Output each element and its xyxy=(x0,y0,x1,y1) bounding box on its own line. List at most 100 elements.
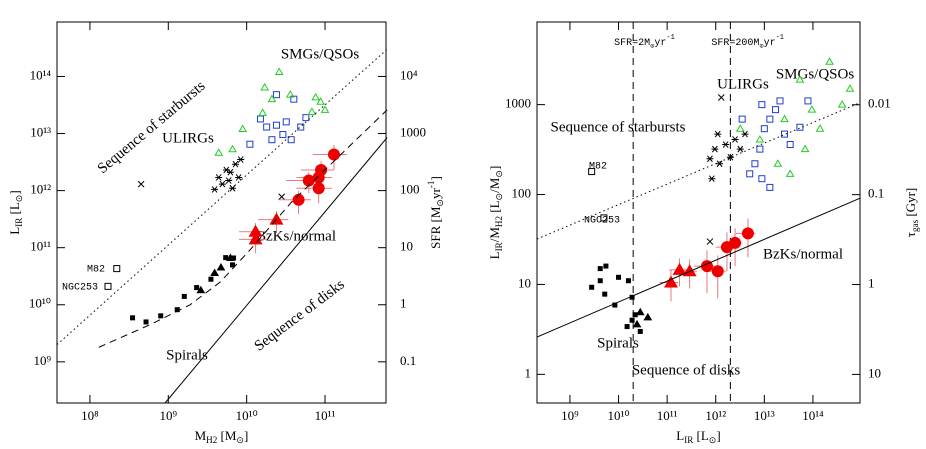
data-point xyxy=(158,313,164,319)
data-point xyxy=(629,294,635,300)
y-axis-label-part: [L xyxy=(487,200,502,216)
data-point xyxy=(780,114,789,123)
reference-line-label-part: ⊙ xyxy=(650,43,654,51)
y-axis-label-part: ⊙ xyxy=(14,195,24,203)
data-point xyxy=(845,84,855,92)
y-tick-label: 10¹³ xyxy=(30,125,51,140)
y-axis-label-part: L xyxy=(487,251,502,259)
data-point xyxy=(278,193,286,201)
reference-line-label-part: ⊙ xyxy=(759,43,763,51)
y-tick-label: 10¹¹ xyxy=(30,239,51,254)
y-tick-label: 10¹⁰ xyxy=(29,296,51,311)
y2-tick-label: 0.1 xyxy=(400,353,416,368)
data-point xyxy=(726,153,734,161)
data-point xyxy=(804,97,812,105)
y2-axis-label: SFR [M⊙yr-1] xyxy=(426,176,445,249)
data-point xyxy=(635,307,645,316)
x-axis-label-part: M xyxy=(195,428,207,443)
data-point xyxy=(758,101,766,109)
annotation: NGC253 xyxy=(62,283,98,294)
y2-axis-label-part: τ xyxy=(903,232,918,237)
data-point xyxy=(624,324,630,330)
data-point xyxy=(113,265,121,273)
x-axis-label-part: H2 xyxy=(206,435,218,445)
x-axis-label-part: ] xyxy=(716,428,720,443)
y2-axis-label: τgas [Gyr] xyxy=(903,188,920,238)
annotation: SMGs/QSOs xyxy=(776,66,855,82)
data-point xyxy=(637,328,643,334)
data-point xyxy=(268,136,276,144)
y-axis-label: LIR [L⊙] xyxy=(7,190,24,235)
data-point xyxy=(597,266,603,272)
y-axis-label-part: ] xyxy=(487,166,502,170)
x-axis-label-part: [M xyxy=(217,428,237,443)
data-point xyxy=(785,169,795,177)
data-point xyxy=(302,174,315,187)
data-point xyxy=(267,94,277,103)
y-axis-label-part: [L xyxy=(7,202,22,218)
data-point xyxy=(589,284,595,290)
data-point xyxy=(837,100,847,108)
data-point xyxy=(246,140,254,148)
annotation: BzKs/normal xyxy=(763,246,843,262)
reference-line-label: SFR=2M⊙yr-1 xyxy=(614,34,675,51)
data-point xyxy=(143,319,149,325)
y-axis-label-part: IR xyxy=(494,241,504,251)
data-point xyxy=(795,75,805,83)
annotation: M82 xyxy=(589,162,607,173)
data-point xyxy=(758,175,766,183)
data-point xyxy=(196,285,206,294)
data-point xyxy=(729,236,742,249)
data-point xyxy=(272,91,280,99)
y-axis-label-part: IR xyxy=(14,217,24,227)
data-point xyxy=(311,92,321,101)
x-tick-label: 10¹⁰ xyxy=(607,408,629,423)
x-tick-label: 10¹³ xyxy=(754,408,775,423)
data-point xyxy=(174,307,180,313)
y2-tick-label: 100 xyxy=(400,182,420,197)
data-point xyxy=(225,177,233,184)
data-point xyxy=(597,278,603,284)
reference-line-label-part: -1 xyxy=(776,34,784,42)
y2-axis-label-part: ] xyxy=(428,176,443,180)
data-point xyxy=(214,148,224,156)
data-point xyxy=(104,282,112,290)
data-point xyxy=(223,255,229,261)
data-point xyxy=(235,174,243,181)
data-point xyxy=(226,253,235,261)
data-point xyxy=(231,160,239,168)
x-tick-label: 10¹¹ xyxy=(315,408,336,423)
data-point xyxy=(603,263,609,269)
y2-tick-label: 0.1 xyxy=(868,186,884,201)
data-point xyxy=(279,131,287,139)
fit-line xyxy=(164,137,388,404)
data-point xyxy=(815,124,825,132)
data-point xyxy=(274,67,284,75)
annotation: Spirals xyxy=(597,335,639,351)
data-point xyxy=(302,114,310,122)
y-axis-label-part: ] xyxy=(7,190,22,194)
data-point xyxy=(269,212,284,225)
y-tick-label: 10⁹ xyxy=(33,353,51,368)
data-point xyxy=(248,232,263,245)
data-point xyxy=(738,115,746,123)
data-point xyxy=(228,144,237,153)
x-tick-label: 10¹⁰ xyxy=(236,408,258,423)
data-point xyxy=(237,156,245,163)
plot-frame xyxy=(56,21,387,404)
y2-axis-label-part: ⊙ xyxy=(435,199,445,207)
data-point xyxy=(632,319,642,328)
y-axis-label-part: L xyxy=(7,227,22,235)
fit-line xyxy=(536,197,861,338)
data-point xyxy=(307,107,317,115)
data-point xyxy=(711,265,724,278)
data-point xyxy=(708,175,716,183)
data-point xyxy=(616,274,622,280)
y2-axis-label-part: yr xyxy=(428,187,443,199)
data-point xyxy=(755,134,765,143)
data-point xyxy=(272,121,280,129)
annotation: ULIRGs xyxy=(717,76,769,92)
data-point xyxy=(287,136,295,144)
